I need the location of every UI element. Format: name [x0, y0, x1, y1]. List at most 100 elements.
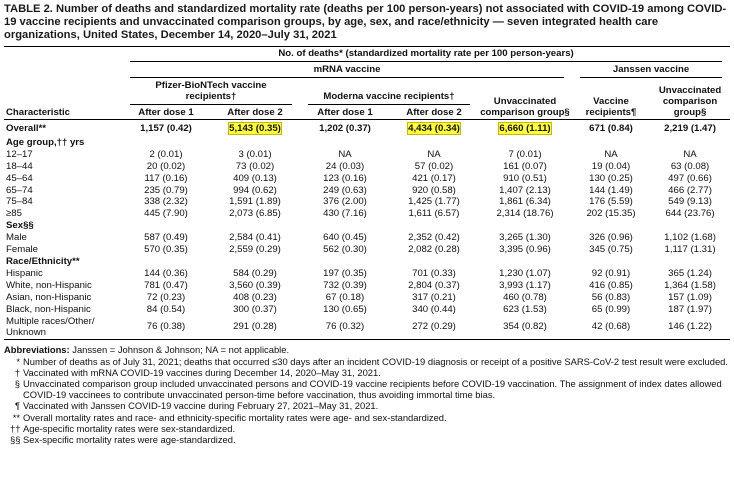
data-row: White, non-Hispanic 781 (0.47) 3,560 (0.39… — [4, 280, 730, 292]
cell-value: 63 (0.08) — [670, 160, 710, 172]
group-header: No. of deaths* (standardized mortality r… — [122, 47, 730, 64]
cell: 1,407 (2.13) — [478, 185, 572, 197]
cell: 549 (9.13) — [650, 196, 730, 208]
cell: 176 (5.59) — [572, 196, 650, 208]
section-row: Sex§§ — [4, 220, 730, 232]
footnote: ¶ Vaccinated with Janssen COVID-19 vaccin… — [4, 400, 730, 411]
cell: 409 (0.13) — [210, 173, 300, 185]
vaccine-group: mRNA vaccine — [122, 63, 572, 79]
abbreviations: Abbreviations: Janssen = Johnson & Johns… — [4, 344, 730, 355]
cell-value: 460 (0.78) — [503, 291, 547, 303]
cell: 117 (0.16) — [122, 173, 210, 185]
vaccine-group: Janssen vaccine — [572, 63, 730, 79]
row-label: Male — [6, 232, 27, 244]
cell: 3,993 (1.17) — [478, 280, 572, 292]
cell-value: 326 (0.96) — [589, 232, 633, 244]
cell: 910 (0.51) — [478, 173, 572, 185]
blank — [4, 63, 122, 79]
cell-value: 92 (0.91) — [591, 267, 631, 279]
header-row: mRNA vaccine Janssen vaccine — [4, 63, 730, 79]
cell-value: 466 (2.77) — [668, 184, 712, 196]
cell: 2,219 (1.47) — [650, 120, 730, 137]
data-row: Asian, non-Hispanic 72 (0.23) 408 (0.23) 67… — [4, 292, 730, 304]
data-row: 65–74 235 (0.79) 994 (0.62) 249 (0.63) 920 (… — [4, 185, 730, 197]
data-row: Multiple races/Other/ Unknown 76 (0.38) 29… — [4, 316, 730, 340]
footnote: §§ Sex-specific mortality rates were age-… — [4, 434, 730, 445]
cell-value: 640 (0.45) — [323, 232, 367, 244]
cell-value: 338 (2.32) — [144, 196, 188, 208]
cell: 1,861 (6.34) — [478, 196, 572, 208]
data-row: Hispanic 144 (0.36) 584 (0.29) 197 (0.35) 70… — [4, 268, 730, 280]
cell-value: 365 (1.24) — [668, 267, 712, 279]
header-row: No. of deaths* (standardized mortality r… — [4, 47, 730, 64]
cell-value: 1,117 (1.31) — [664, 244, 716, 256]
cell: 42 (0.68) — [572, 316, 650, 340]
cell: 92 (0.91) — [572, 268, 650, 280]
cell: 272 (0.29) — [390, 316, 478, 340]
column-header: After dose 2 — [406, 107, 462, 118]
footnote-mark: ** — [12, 411, 20, 423]
cell: 587 (0.49) — [122, 232, 210, 244]
cell-value: 920 (0.58) — [412, 184, 456, 196]
column-header: After dose 2 — [227, 107, 283, 118]
cell-value: 2,804 (0.37) — [408, 279, 460, 291]
cell: 338 (2.32) — [122, 196, 210, 208]
cell-value: 1,102 (1.68) — [664, 232, 716, 244]
cell: 4,434 (0.34) — [390, 120, 478, 137]
cell-value: 123 (0.16) — [323, 172, 367, 184]
cell-value: 1,202 (0.37) — [319, 123, 371, 134]
footnotes: Abbreviations: Janssen = Johnson & Johns… — [4, 344, 730, 445]
blank — [4, 47, 122, 64]
cell-value: NA — [683, 148, 697, 160]
cell: 340 (0.44) — [390, 304, 478, 316]
cell-value: 187 (1.97) — [668, 303, 712, 315]
cell: 67 (0.18) — [300, 292, 390, 304]
row-label: 12–17 — [6, 148, 33, 160]
cell: 2,559 (0.29) — [210, 244, 300, 256]
cell: 3,560 (0.39) — [210, 280, 300, 292]
cell-value: 3,993 (1.17) — [499, 279, 551, 291]
cell-value: 497 (0.66) — [668, 172, 712, 184]
footnote-mark: § — [14, 377, 20, 389]
cell-value: 291 (0.28) — [233, 321, 277, 333]
column-header: Vaccine recipients¶ — [585, 96, 637, 118]
cell-value: 130 (0.25) — [589, 172, 633, 184]
cell: 63 (0.08) — [650, 161, 730, 173]
cell-value: 1,861 (6.34) — [499, 196, 551, 208]
row-label: Female — [6, 244, 38, 256]
cell-value: 19 (0.04) — [591, 160, 631, 172]
cell-value: 6,660 (1.11) — [498, 122, 552, 135]
cell: 445 (7.90) — [122, 208, 210, 220]
cell: 144 (0.36) — [122, 268, 210, 280]
footnote-text: Age-specific mortality rates were sex-st… — [23, 422, 236, 434]
cell-value: 587 (0.49) — [144, 232, 188, 244]
group-header-text: No. of deaths* (standardized mortality r… — [130, 48, 723, 62]
footnote-mark: §§ — [10, 433, 21, 445]
cell-value: 130 (0.65) — [323, 303, 367, 315]
cell: 430 (7.16) — [300, 208, 390, 220]
cell-value: 56 (0.83) — [591, 291, 631, 303]
column-header: After dose 1 — [138, 107, 194, 118]
cell-value: 202 (15.35) — [586, 208, 636, 220]
cell-value: 1,591 (1.89) — [229, 196, 281, 208]
cell-value: 84 (0.54) — [146, 303, 186, 315]
cell-value: 3 (0.01) — [238, 148, 272, 160]
cell: 466 (2.77) — [650, 185, 730, 197]
cell-value: 623 (1.53) — [503, 303, 547, 315]
row-label: ≥85 — [6, 208, 22, 220]
footnote: § Unvaccinated comparison group included … — [4, 378, 730, 400]
cell: 354 (0.82) — [478, 316, 572, 340]
cell-value: 317 (0.21) — [412, 291, 456, 303]
cell: 291 (0.28) — [210, 316, 300, 340]
cell-value: 671 (0.84) — [589, 123, 633, 134]
data-row: Male 587 (0.49) 2,584 (0.41) 640 (0.45) 2,35… — [4, 232, 730, 244]
cell-value: 176 (5.59) — [589, 196, 633, 208]
cell: 644 (23.76) — [650, 208, 730, 220]
cell: 7 (0.01) — [478, 149, 572, 161]
row-label: 75–84 — [6, 196, 33, 208]
data-row: 45–64 117 (0.16) 409 (0.13) 123 (0.16) 421 (… — [4, 173, 730, 185]
cell: 994 (0.62) — [210, 185, 300, 197]
cell-value: 1,425 (1.77) — [408, 196, 460, 208]
data-row: 75–84 338 (2.32) 1,591 (1.89) 376 (2.00) 1,4… — [4, 196, 730, 208]
